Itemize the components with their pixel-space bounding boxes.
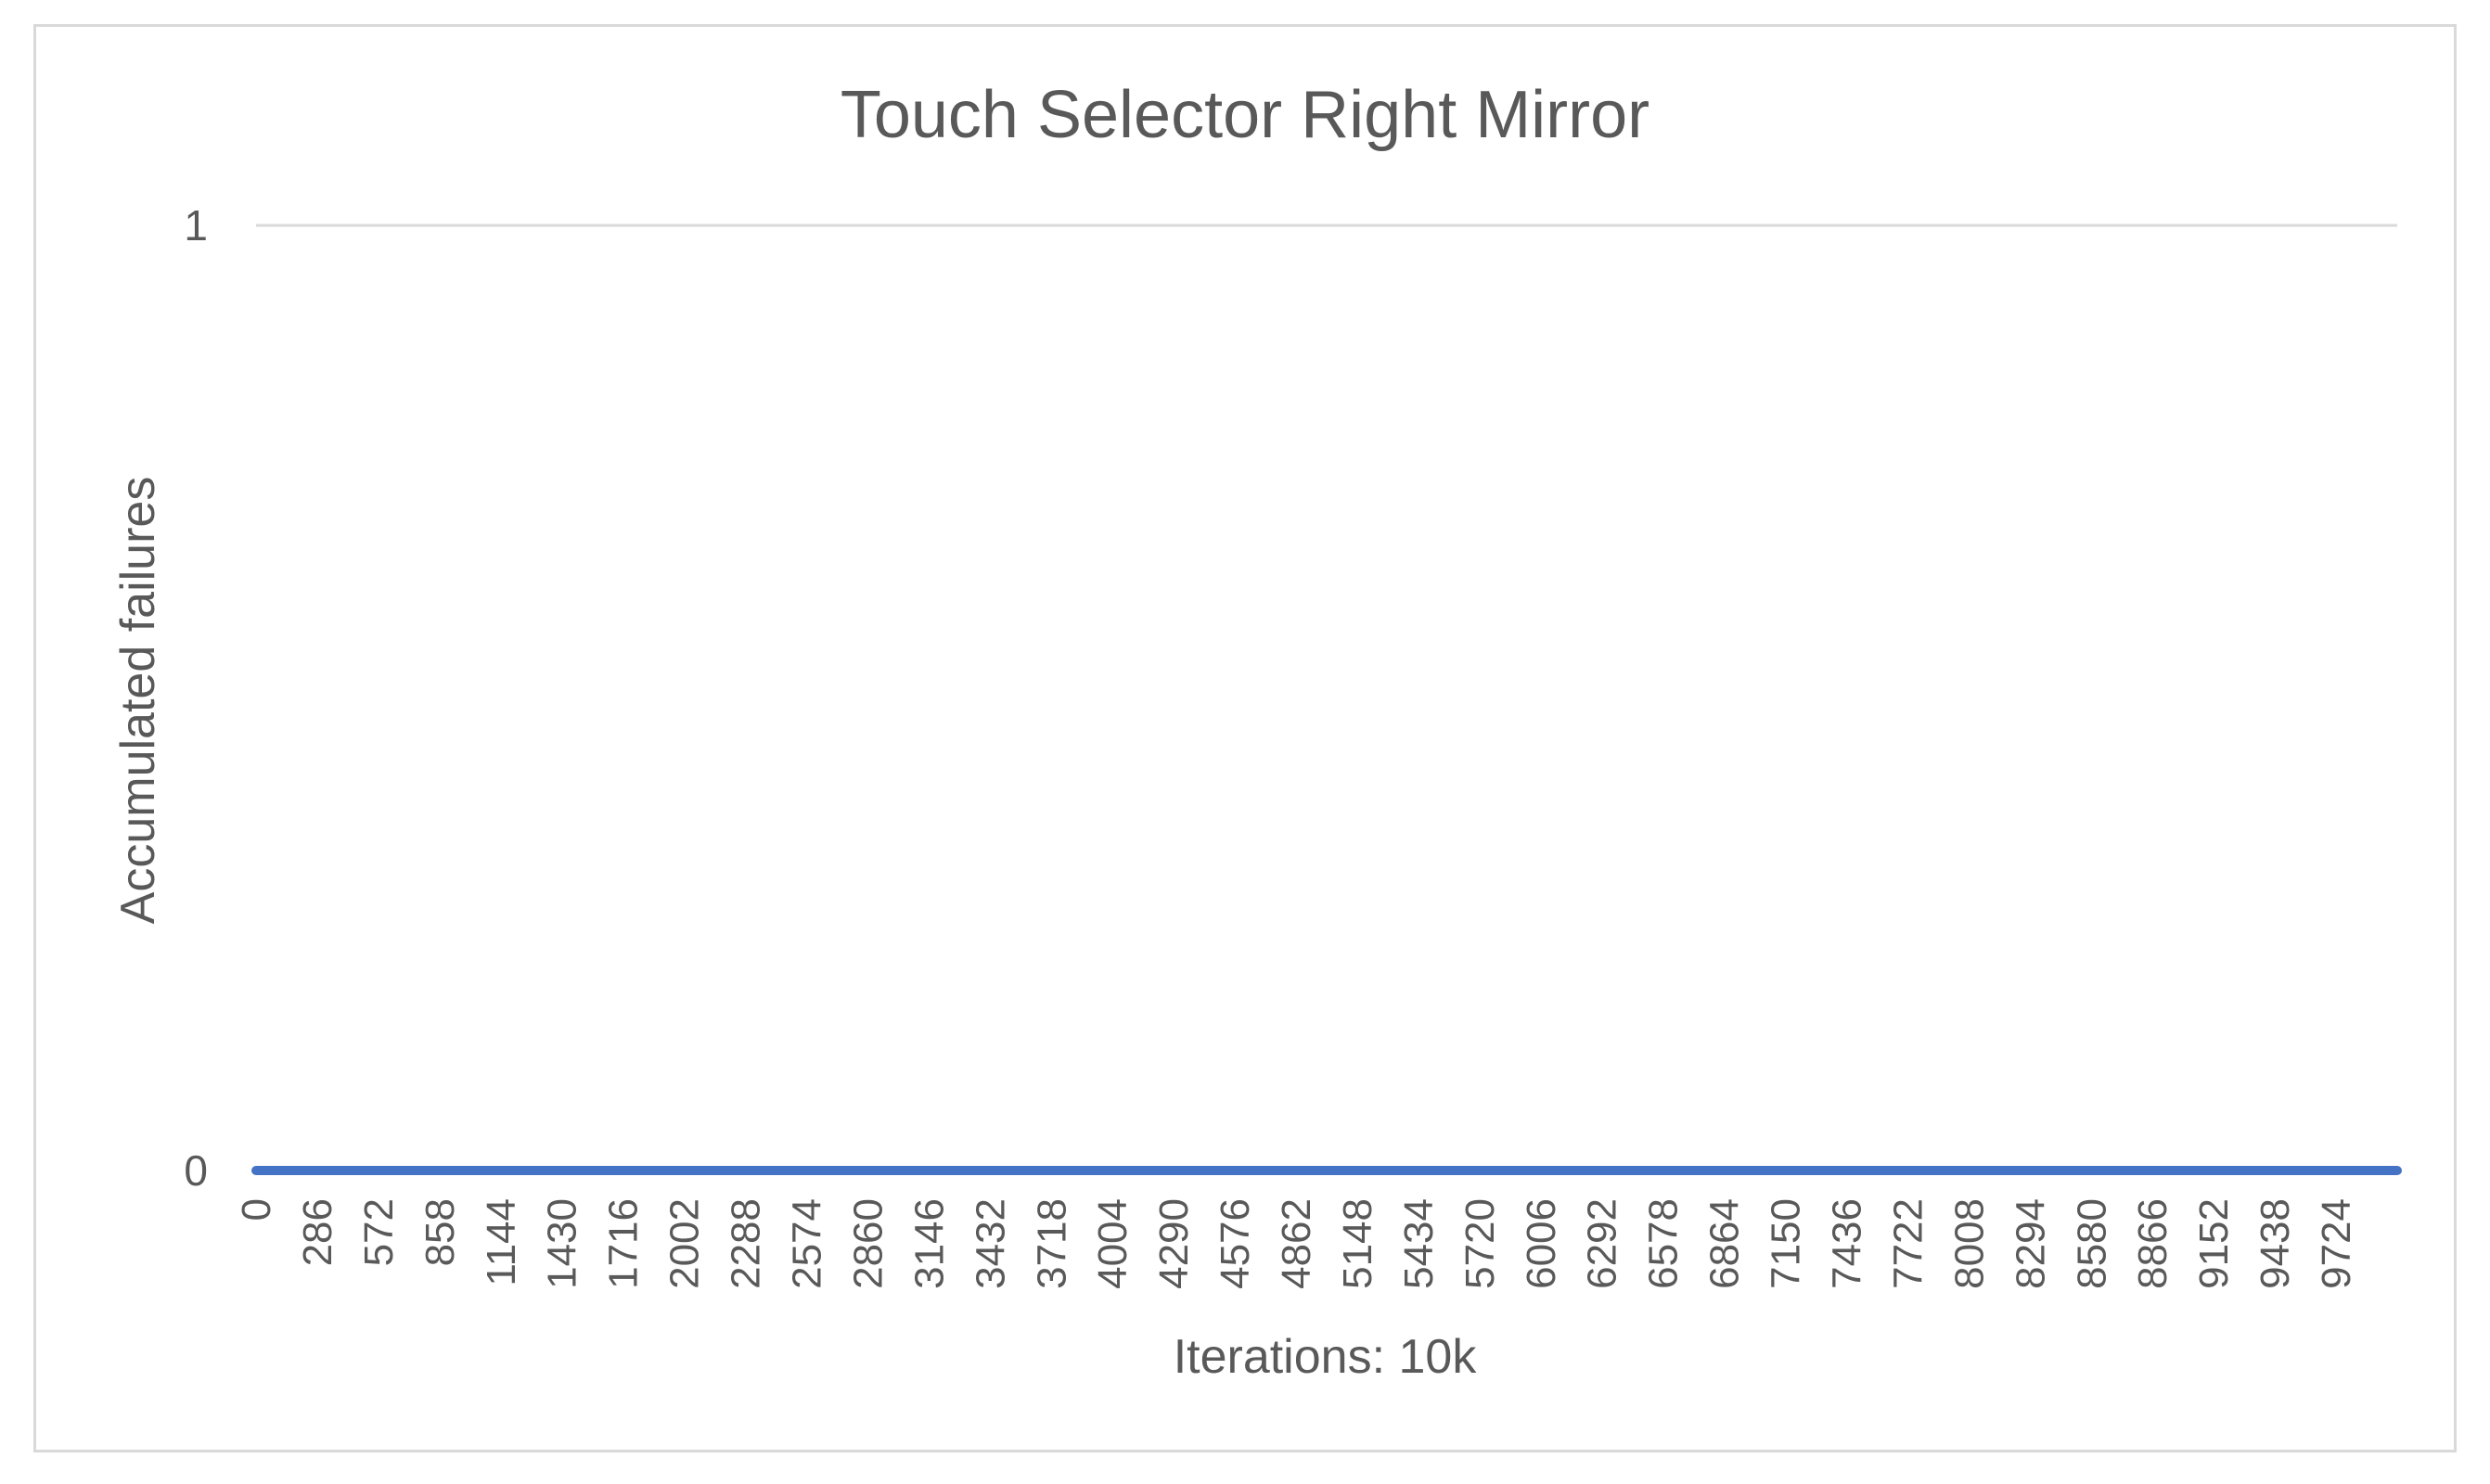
x-tick-label: 1716	[601, 1198, 647, 1289]
x-tick-label: 6578	[1641, 1198, 1687, 1289]
x-tick-label: 6864	[1702, 1198, 1748, 1289]
x-tick-label: 4576	[1213, 1198, 1258, 1289]
y-axis-title: Accumulated failures	[111, 477, 165, 925]
y-axis-ticks: 01	[184, 201, 208, 1195]
x-tick-label: 2288	[724, 1198, 769, 1289]
x-tick-label: 5720	[1457, 1198, 1503, 1289]
x-tick-label: 8580	[2069, 1198, 2114, 1289]
x-tick-label: 4862	[1274, 1198, 1319, 1289]
x-tick-label: 6292	[1580, 1198, 1625, 1289]
chart-frame	[33, 24, 2457, 1452]
x-tick-label: 2860	[845, 1198, 891, 1289]
x-tick-label: 286	[295, 1198, 340, 1266]
x-tick-label: 3718	[1029, 1198, 1074, 1289]
y-tick-label: 0	[184, 1146, 208, 1195]
x-tick-label: 0	[234, 1198, 279, 1221]
x-axis-title: Iterations: 10k	[1174, 1330, 1478, 1384]
x-tick-label: 4290	[1151, 1198, 1197, 1289]
x-tick-label: 7436	[1825, 1198, 1870, 1289]
x-tick-label: 6006	[1519, 1198, 1564, 1289]
x-tick-label: 4004	[1090, 1198, 1136, 1289]
x-axis-ticks: 0 286 572 858 1144 1430 1716 2002 2288 2574 2860 31…	[234, 1198, 2359, 1289]
x-tick-label: 1430	[540, 1198, 585, 1289]
x-tick-label: 2002	[662, 1198, 708, 1289]
x-tick-label: 3432	[968, 1198, 1013, 1289]
x-tick-label: 3146	[906, 1198, 952, 1289]
x-tick-label: 9152	[2191, 1198, 2237, 1289]
x-tick-label: 8294	[2008, 1198, 2053, 1289]
x-tick-label: 7722	[1885, 1198, 1931, 1289]
x-tick-label: 7150	[1764, 1198, 1809, 1289]
x-tick-label: 1144	[479, 1198, 524, 1286]
y-tick-label: 1	[184, 201, 208, 249]
x-tick-label: 9438	[2253, 1198, 2298, 1289]
x-tick-label: 2574	[784, 1198, 829, 1289]
x-tick-label: 8866	[2130, 1198, 2176, 1289]
chart-title: Touch Selector Right Mirror	[841, 78, 1649, 152]
x-tick-label: 5434	[1396, 1198, 1442, 1289]
x-tick-label: 5148	[1335, 1198, 1380, 1289]
gridlines	[256, 224, 2397, 1172]
x-tick-label: 8008	[1946, 1198, 1992, 1289]
x-tick-label: 572	[356, 1198, 402, 1266]
x-tick-label: 858	[417, 1198, 463, 1266]
x-tick-label: 9724	[2314, 1198, 2359, 1289]
